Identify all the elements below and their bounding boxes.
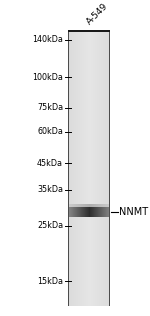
Text: 140kDa: 140kDa (32, 35, 63, 45)
Text: 75kDa: 75kDa (37, 104, 63, 112)
Text: A-549: A-549 (85, 1, 110, 26)
Text: 35kDa: 35kDa (37, 185, 63, 195)
Text: 60kDa: 60kDa (37, 127, 63, 137)
Text: 15kDa: 15kDa (37, 276, 63, 285)
Text: 25kDa: 25kDa (37, 222, 63, 230)
Text: 100kDa: 100kDa (32, 72, 63, 82)
Text: 45kDa: 45kDa (37, 159, 63, 167)
Text: NNMT: NNMT (119, 207, 148, 217)
